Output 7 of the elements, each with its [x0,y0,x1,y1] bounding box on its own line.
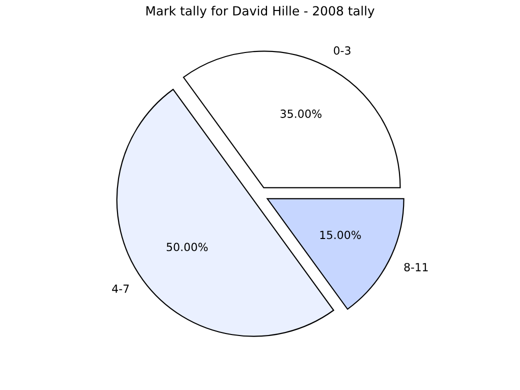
data-label: 50.00% [166,242,208,252]
data-label: 15.00% [320,230,361,240]
data-label: 35.00% [280,110,322,118]
slice-label: 0-3 [334,46,350,55]
chart-title: Mark tally for David Hille - 2008 tally [146,6,374,18]
slice-label: 8-11 [404,262,428,272]
slice-label: 4-7 [112,284,129,293]
